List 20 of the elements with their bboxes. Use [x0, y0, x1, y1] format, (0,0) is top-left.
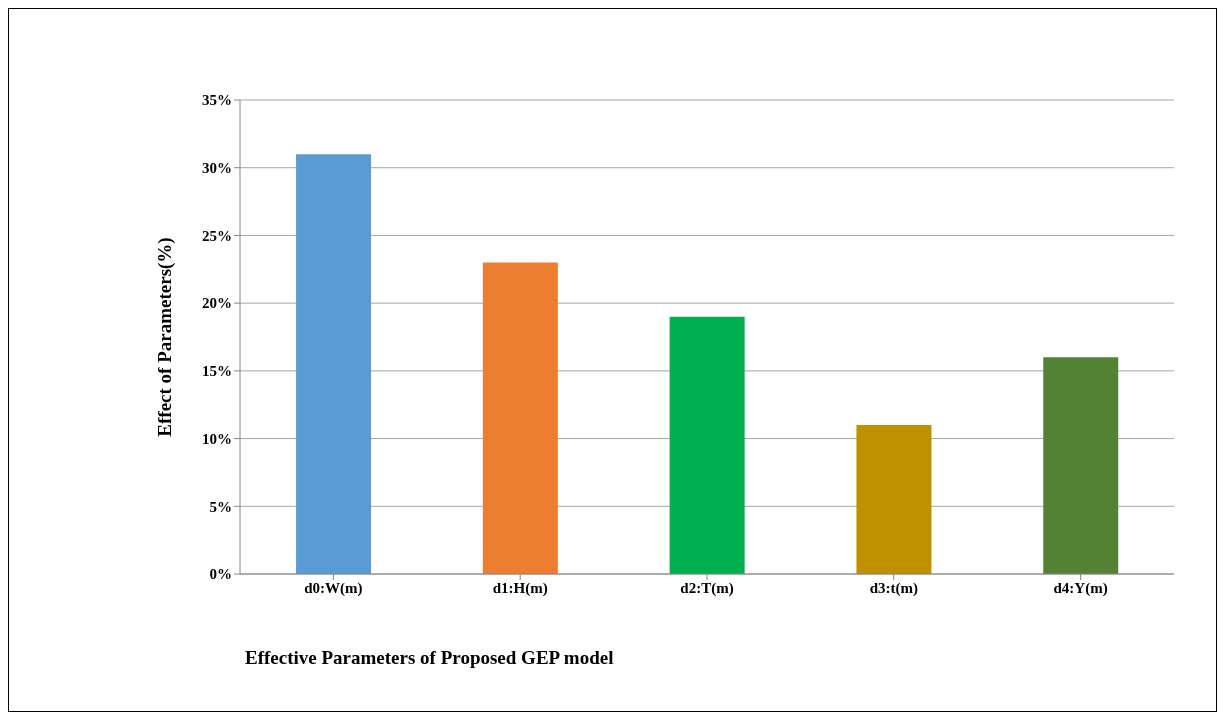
- x-tick-label: d4:Y(m): [1053, 579, 1108, 597]
- y-tick-label: 35%: [202, 92, 232, 109]
- y-tick-label: 20%: [202, 295, 232, 312]
- bar: [296, 154, 372, 574]
- x-tick-label: d3:t(m): [869, 579, 918, 597]
- y-tick-label: 30%: [202, 160, 232, 177]
- x-tick-label: d2:T(m): [680, 579, 734, 597]
- x-tick-label: d0:W(m): [304, 579, 363, 597]
- bar: [482, 262, 558, 574]
- y-tick-label: 10%: [202, 430, 232, 447]
- y-tick-label: 15%: [202, 363, 232, 380]
- bar: [856, 425, 932, 574]
- y-tick-label: 0%: [209, 566, 232, 583]
- y-tick-label: 5%: [209, 498, 232, 515]
- x-tick-label: d1:H(m): [492, 579, 548, 597]
- y-tick-label: 25%: [202, 227, 232, 244]
- x-axis-title: Effective Parameters of Proposed GEP model: [245, 647, 614, 669]
- y-axis-title: Effect of Parameters(%): [154, 237, 176, 437]
- bar: [669, 316, 745, 574]
- bar: [1043, 357, 1119, 574]
